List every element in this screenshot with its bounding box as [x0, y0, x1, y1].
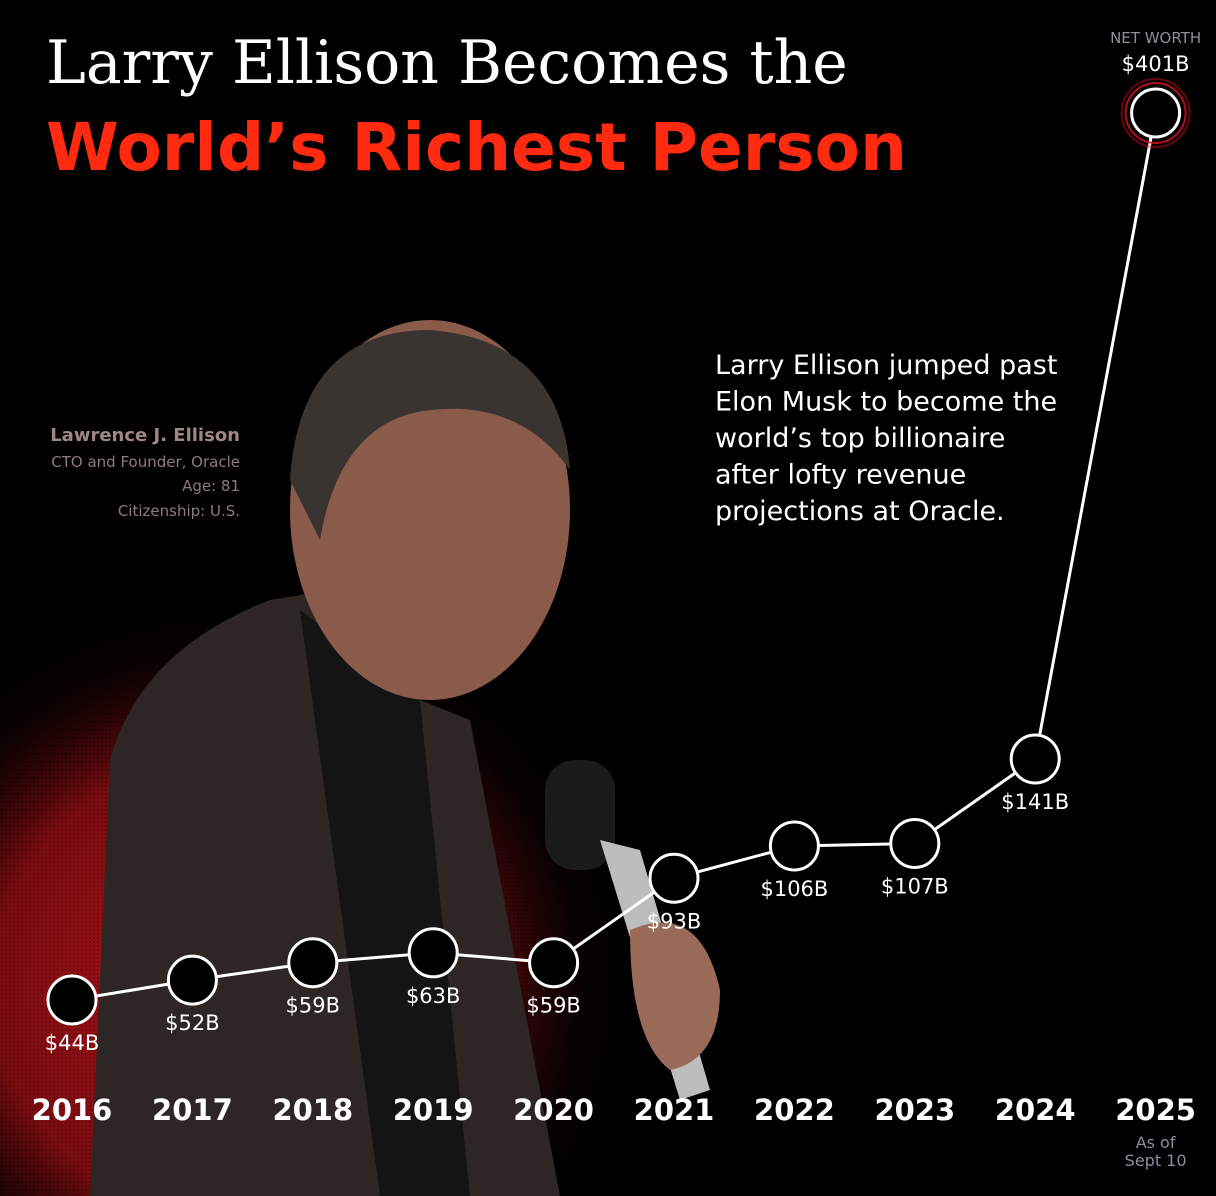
x-tick-label: 2022: [754, 1093, 835, 1127]
annotation-line: world’s top billionaire: [715, 423, 1005, 454]
value-label: $59B: [286, 994, 341, 1018]
value-label: $93B: [647, 909, 702, 933]
x-tick-label: 2018: [272, 1093, 353, 1127]
point: [528, 937, 580, 989]
highlight-ring: [1120, 78, 1191, 148]
x-tick-note: As of: [1136, 1133, 1176, 1152]
portrait-silhouette: [90, 320, 720, 1196]
annotation-line: Larry Ellison jumped past: [715, 350, 1057, 381]
profile-citizenship: Citizenship: U.S.: [118, 502, 240, 520]
point: [768, 820, 820, 872]
point: [648, 852, 700, 904]
series-label: NET WORTH: [1110, 29, 1201, 47]
profile: Lawrence J. Ellison CTO and Founder, Ora…: [50, 425, 240, 520]
x-tick-label: 2024: [995, 1093, 1076, 1127]
value-label: $106B: [760, 877, 828, 901]
point: [1009, 733, 1061, 785]
profile-name: Lawrence J. Ellison: [50, 425, 240, 446]
value-label: $59B: [526, 994, 581, 1018]
title: Larry Ellison Becomes the: [46, 28, 848, 98]
x-tick-label: 2021: [634, 1093, 715, 1127]
value-label: $52B: [165, 1011, 220, 1035]
annotation-line: after lofty revenue: [715, 460, 966, 491]
value-label: $63B: [406, 984, 461, 1008]
line: [71, 112, 1158, 1002]
point: [1130, 87, 1182, 139]
point: [287, 937, 339, 989]
value-label: $107B: [881, 874, 949, 898]
point: [46, 974, 98, 1026]
x-tick-note: Sept 10: [1125, 1151, 1187, 1170]
value-label: $141B: [1001, 790, 1069, 814]
annotation-line: Elon Musk to become the: [715, 387, 1057, 418]
annotation-line: projections at Oracle.: [715, 496, 1005, 527]
x-tick-label: 2016: [32, 1093, 113, 1127]
subtitle: World’s Richest Person: [46, 109, 907, 186]
profile-age: Age: 81: [182, 477, 240, 495]
x-tick-label: 2023: [874, 1093, 955, 1127]
x-tick-label: 2020: [513, 1093, 594, 1127]
point: [407, 927, 459, 979]
highlight-ring: [1124, 82, 1187, 144]
x-tick-label: 2025: [1115, 1093, 1196, 1127]
value-label: $401B: [1122, 52, 1190, 76]
x-tick-label: 2017: [152, 1093, 233, 1127]
x-tick-label: 2019: [393, 1093, 474, 1127]
value-label: $44B: [45, 1031, 100, 1055]
profile-role: CTO and Founder, Oracle: [51, 453, 240, 471]
point: [889, 817, 941, 869]
point: [166, 954, 218, 1006]
